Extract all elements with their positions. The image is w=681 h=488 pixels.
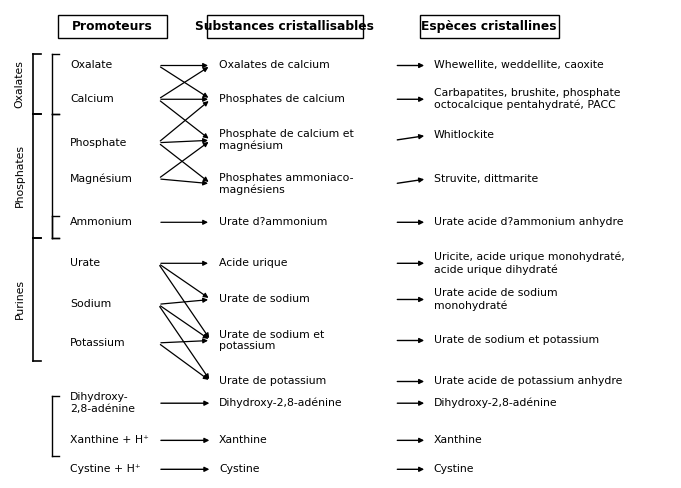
Text: Cystine + H⁺: Cystine + H⁺ (70, 464, 141, 474)
Text: Oxalates: Oxalates (15, 60, 25, 108)
Text: Urate acide de sodium
monohydraté: Urate acide de sodium monohydraté (434, 288, 557, 310)
Text: Xanthine: Xanthine (434, 435, 482, 446)
Text: Urate de sodium: Urate de sodium (219, 294, 310, 305)
Text: Cystine: Cystine (434, 464, 474, 474)
Text: Xanthine: Xanthine (219, 435, 268, 446)
Text: Whitlockite: Whitlockite (434, 130, 494, 141)
Text: Magnésium: Magnésium (70, 174, 133, 184)
Text: Urate: Urate (70, 258, 100, 268)
Text: Urate acide de potassium anhydre: Urate acide de potassium anhydre (434, 377, 622, 386)
Text: Calcium: Calcium (70, 94, 114, 104)
FancyBboxPatch shape (58, 15, 167, 38)
Text: Espèces cristallines: Espèces cristallines (422, 20, 557, 33)
Text: Potassium: Potassium (70, 338, 126, 348)
Text: Dihydroxy-
2,8-adénine: Dihydroxy- 2,8-adénine (70, 392, 136, 414)
FancyBboxPatch shape (419, 15, 558, 38)
Text: Purines: Purines (15, 279, 25, 319)
Text: Whewellite, weddellite, caoxite: Whewellite, weddellite, caoxite (434, 61, 603, 70)
Text: Promoteurs: Promoteurs (72, 20, 153, 33)
FancyBboxPatch shape (207, 15, 363, 38)
Text: Phosphates: Phosphates (15, 144, 25, 207)
Text: Xanthine + H⁺: Xanthine + H⁺ (70, 435, 149, 446)
Text: Struvite, dittmarite: Struvite, dittmarite (434, 174, 538, 184)
Text: Phosphate de calcium et
magnésium: Phosphate de calcium et magnésium (219, 129, 353, 151)
Text: Phosphates ammoniaco-
magnésiens: Phosphates ammoniaco- magnésiens (219, 173, 353, 195)
Text: Oxalates de calcium: Oxalates de calcium (219, 61, 330, 70)
Text: Dihydroxy-2,8-adénine: Dihydroxy-2,8-adénine (219, 398, 343, 408)
Text: Cystine: Cystine (219, 464, 259, 474)
Text: Urate d?ammonium: Urate d?ammonium (219, 217, 328, 227)
Text: Sodium: Sodium (70, 299, 112, 309)
Text: Urate acide d?ammonium anhydre: Urate acide d?ammonium anhydre (434, 217, 623, 227)
Text: Urate de sodium et
potassium: Urate de sodium et potassium (219, 330, 324, 351)
Text: Substances cristallisables: Substances cristallisables (195, 20, 375, 33)
Text: Urate de potassium: Urate de potassium (219, 377, 326, 386)
Text: Dihydroxy-2,8-adénine: Dihydroxy-2,8-adénine (434, 398, 557, 408)
Text: Carbapatites, brushite, phosphate
octocalcique pentahydraté, PACC: Carbapatites, brushite, phosphate octoca… (434, 88, 620, 110)
Text: Phosphates de calcium: Phosphates de calcium (219, 94, 345, 104)
Text: Phosphate: Phosphate (70, 138, 128, 148)
Text: Ammonium: Ammonium (70, 217, 133, 227)
Text: Urate de sodium et potassium: Urate de sodium et potassium (434, 335, 599, 346)
Text: Oxalate: Oxalate (70, 61, 112, 70)
Text: Uricite, acide urique monohydraté,
acide urique dihydraté: Uricite, acide urique monohydraté, acide… (434, 252, 624, 275)
Text: Acide urique: Acide urique (219, 258, 287, 268)
